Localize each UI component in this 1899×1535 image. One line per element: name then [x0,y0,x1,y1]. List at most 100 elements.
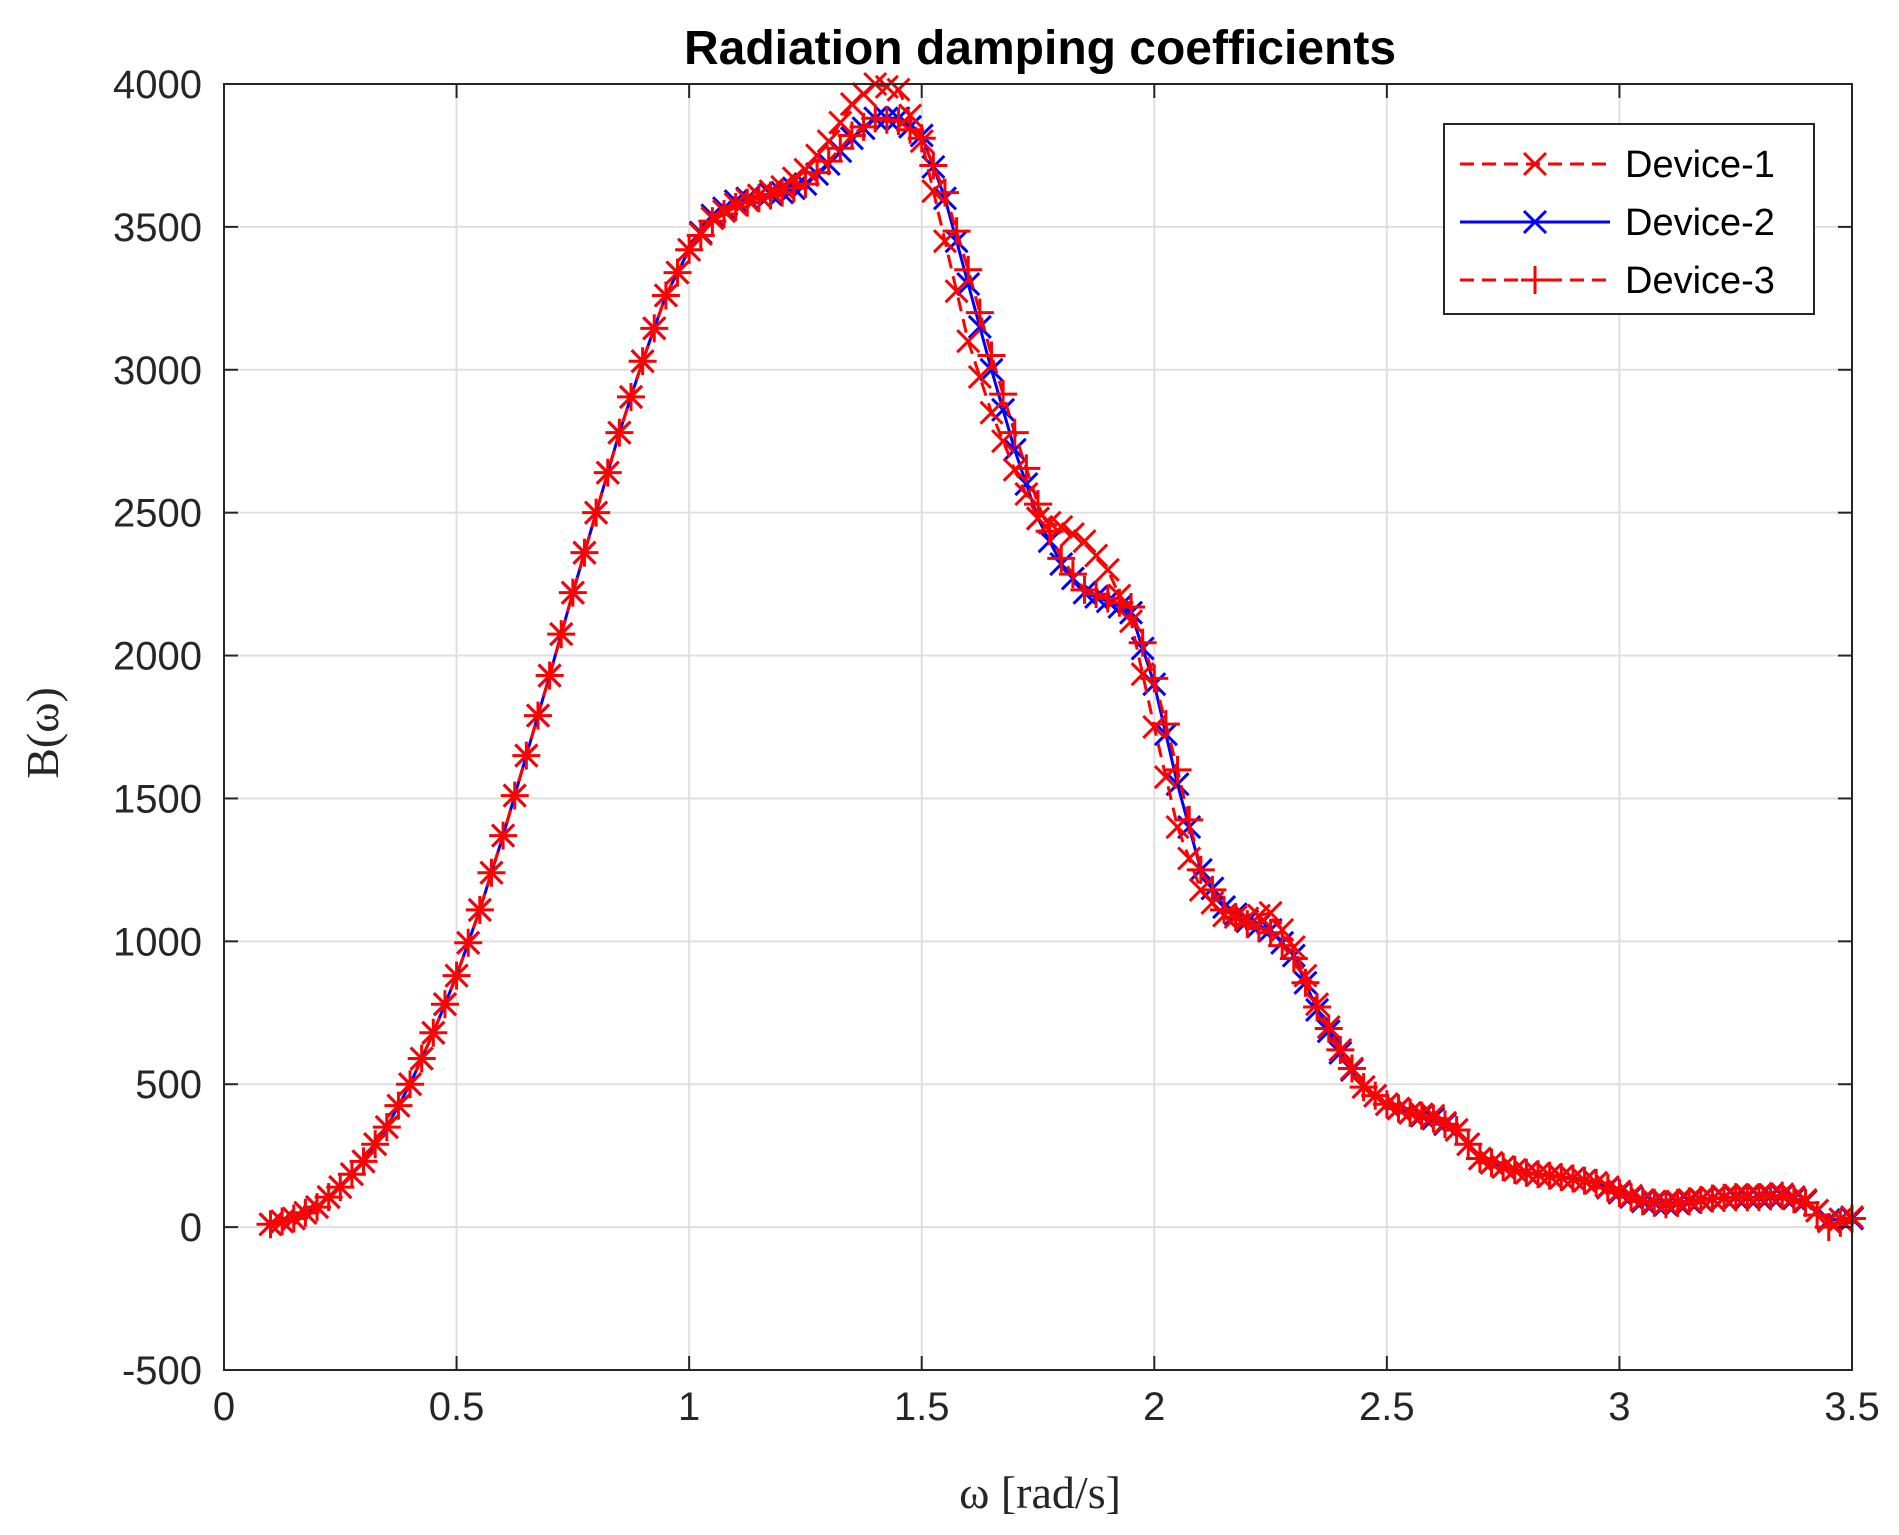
data-point [1465,1144,1494,1173]
data-point [454,928,483,957]
data-point [744,184,773,213]
data-point [1431,1110,1459,1139]
data-point [1314,1014,1343,1043]
data-point [547,620,576,649]
data-point [803,158,832,187]
data-point [675,235,704,264]
data-point [570,538,599,567]
data-point [593,458,622,487]
data-point [965,298,994,327]
data-point [465,895,494,924]
data-point [1396,1098,1425,1127]
data-point [1326,1035,1355,1064]
axes-box [223,83,1853,1371]
data-point [349,1147,378,1176]
data-point [989,380,1018,409]
x-tick-label: 1 [678,1385,700,1429]
data-point [886,77,911,102]
y-tick-label: 2500 [113,492,202,536]
data-point [477,858,506,887]
legend-marker [1521,266,1549,294]
data-point [919,151,948,180]
data-point [1072,529,1097,554]
data-point [828,110,853,135]
data-point [1442,1115,1471,1144]
legend-label: Device-1 [1625,144,1775,186]
data-point [1070,575,1099,604]
data-point [1768,1181,1797,1210]
data-point [930,178,959,207]
legend-box [1443,123,1815,315]
data-point [1500,1155,1529,1184]
data-point [1256,918,1285,947]
data-point [954,255,983,284]
data-point [1047,544,1076,573]
data-point [1270,917,1295,942]
y-tick-label: -500 [122,1349,202,1393]
data-point [967,314,992,339]
y-tick-label: 1000 [113,920,202,964]
legend-item-Device-3: Device-3 [1460,260,1775,302]
x-tick-label: 2.5 [1359,1385,1415,1429]
x-tick-label: 2 [1143,1385,1165,1429]
data-point [1593,1173,1622,1202]
data-point [1082,580,1111,609]
data-point [932,229,958,254]
data-point [1489,1153,1518,1182]
y-tick-label: 1500 [113,777,202,821]
data-point [489,821,518,850]
data-point [384,1091,413,1120]
data-point [977,341,1006,370]
data-point [1244,914,1273,943]
y-tick-label: 500 [135,1063,202,1107]
data-point [1477,1148,1506,1177]
y-tick-label: 4000 [113,63,202,107]
data-point [1151,710,1180,739]
data-point [1803,1200,1832,1229]
legend-label: Device-2 [1625,202,1775,244]
y-tick-label: 3500 [113,206,202,250]
data-point [826,134,855,163]
data-point [756,181,785,210]
data-point [291,1198,320,1227]
x-tick-label: 0 [213,1385,235,1429]
data-point [1372,1090,1401,1119]
data-point [1617,1183,1646,1212]
data-point [1337,1054,1366,1083]
data-point [1049,514,1074,540]
data-point [1093,584,1122,613]
data-point [710,200,739,229]
data-point [651,281,680,310]
data-point [256,1210,285,1239]
data-point [1000,418,1029,447]
data-point [1291,968,1320,997]
data-point [663,258,692,287]
x-tick-labels: 0 0.5 1 1.5 2 2.5 3 3.5 [213,1385,1880,1429]
data-point [337,1160,366,1189]
data-point [1060,522,1085,547]
x-axis-label: ω [rad/s] [959,1467,1121,1518]
data-point [907,124,936,153]
x-tick-label: 0.5 [429,1385,485,1429]
data-point [430,990,459,1019]
data-point [1221,903,1250,932]
chart-title: Radiation damping coefficients [684,22,1396,75]
legend-item-Device-2: Device-2 [1460,202,1775,244]
data-point [956,271,981,297]
data-point [1582,1168,1611,1197]
data-point [1258,900,1283,925]
data-point [814,147,843,176]
data-point [1024,490,1052,519]
legend-marker [1522,209,1548,235]
data-point [442,961,471,990]
data-point [1570,1166,1599,1195]
data-point [956,329,981,354]
data-point [686,221,715,250]
data-point [617,382,645,411]
x-tick-label: 3.5 [1824,1385,1880,1429]
data-point [944,279,969,304]
data-point [640,314,669,343]
data-point [1826,1208,1855,1237]
data-point [1210,895,1239,924]
